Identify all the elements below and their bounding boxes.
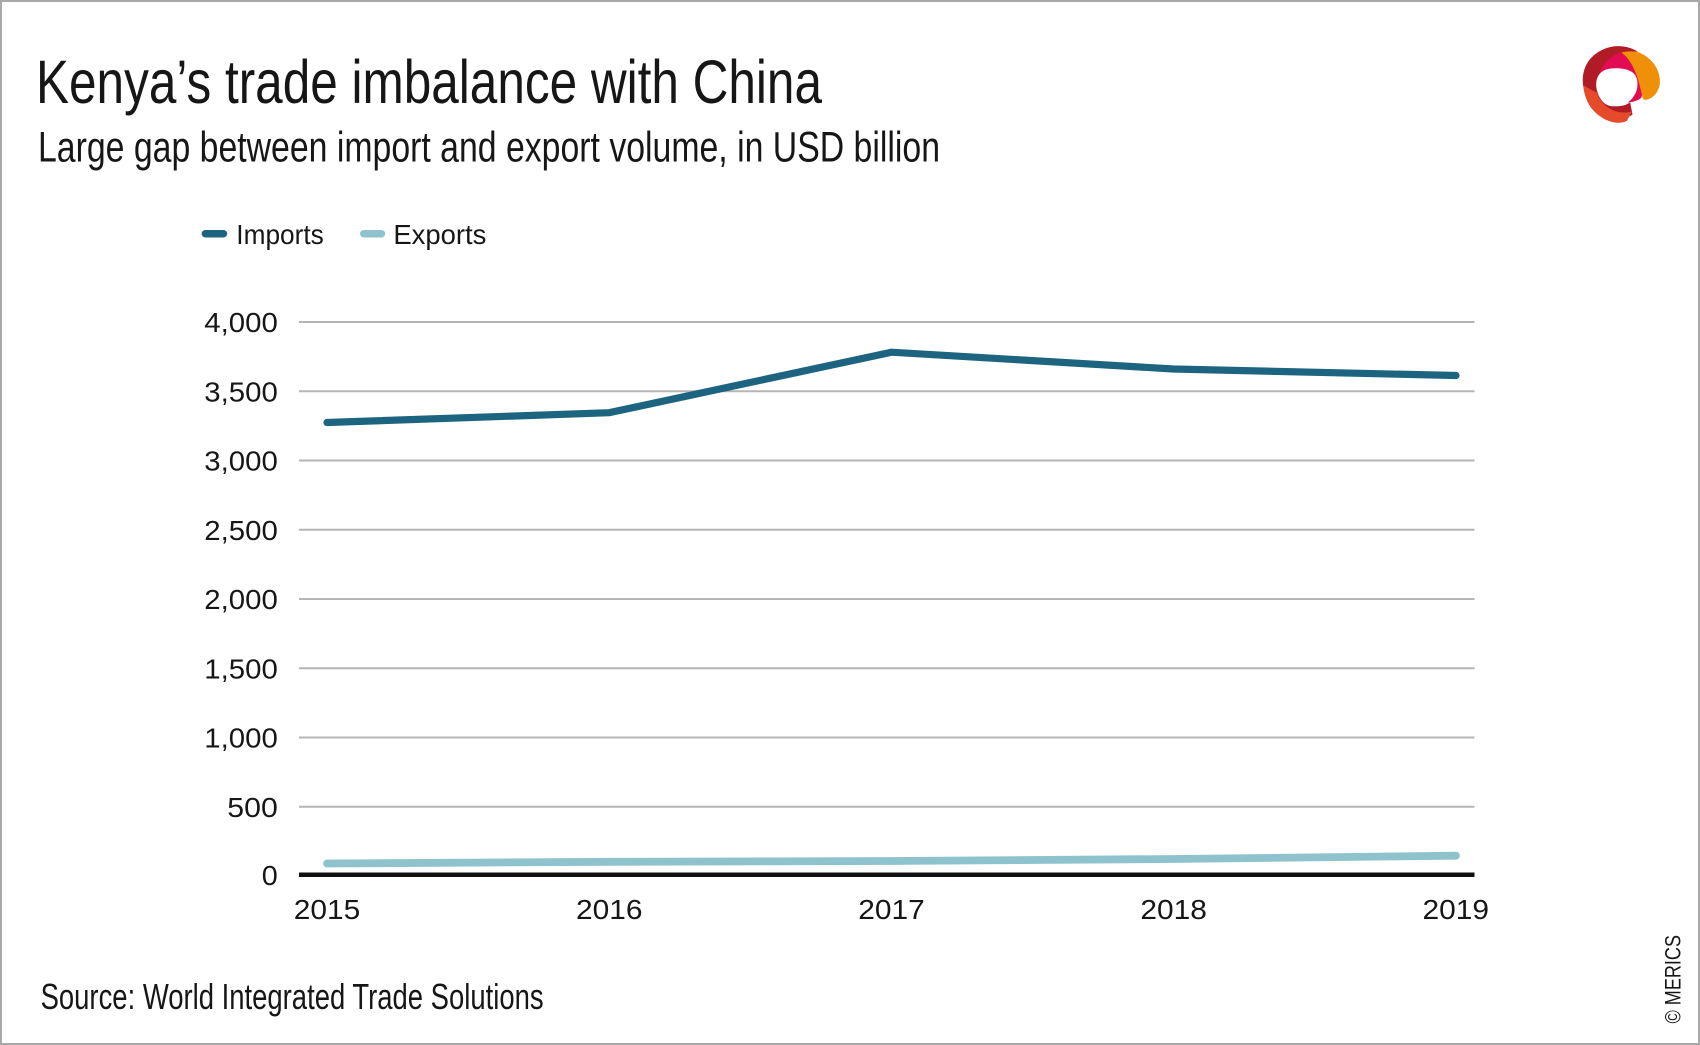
svg-text:2017: 2017 <box>858 894 925 925</box>
svg-text:Source: World Integrated Trade: Source: World Integrated Trade Solutions <box>41 976 544 1017</box>
svg-text:1,000: 1,000 <box>204 723 278 754</box>
svg-text:2016: 2016 <box>576 894 643 925</box>
svg-text:500: 500 <box>227 792 278 823</box>
svg-text:4,000: 4,000 <box>204 307 278 338</box>
svg-text:3,500: 3,500 <box>204 376 278 407</box>
svg-text:2,500: 2,500 <box>204 515 278 546</box>
svg-text:Large gap between import and e: Large gap between import and export volu… <box>38 124 940 171</box>
svg-text:Kenya’s trade imbalance with C: Kenya’s trade imbalance with China <box>36 48 822 116</box>
svg-text:2,000: 2,000 <box>204 584 278 615</box>
svg-text:2019: 2019 <box>1423 894 1490 925</box>
svg-text:2015: 2015 <box>294 894 361 925</box>
svg-text:Imports: Imports <box>236 219 323 250</box>
svg-text:© MERICS: © MERICS <box>1661 935 1686 1024</box>
svg-text:0: 0 <box>262 860 278 891</box>
svg-text:2018: 2018 <box>1140 894 1207 925</box>
svg-text:1,500: 1,500 <box>204 653 278 684</box>
svg-text:3,000: 3,000 <box>204 446 278 477</box>
svg-text:Exports: Exports <box>393 219 486 250</box>
